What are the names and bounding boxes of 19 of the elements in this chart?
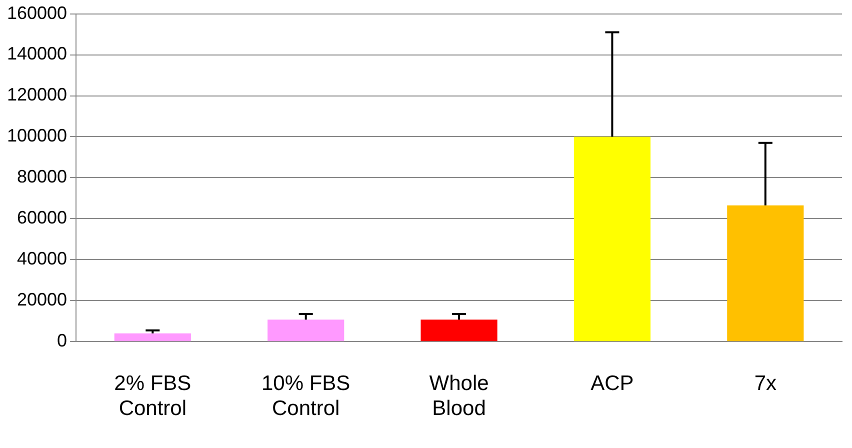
y-tick-label: 40000 [17, 248, 68, 269]
bar [574, 136, 651, 342]
x-tick-label: 10% FBS Control [261, 372, 350, 420]
x-tick-label: ACP [590, 372, 634, 395]
bar [420, 320, 498, 342]
x-tick-label: 2% FBS Control [114, 372, 192, 420]
y-tick-label: 140000 [6, 44, 68, 64]
y-tick-label: 120000 [6, 84, 68, 105]
y-tick-label: 0 [57, 330, 68, 351]
y-tick-label: 160000 [6, 2, 68, 23]
x-tick-label: 7x [754, 372, 777, 395]
y-tick-label: 20000 [17, 290, 68, 310]
y-tick-label: 60000 [17, 208, 68, 228]
bar [268, 320, 344, 342]
bar [727, 205, 804, 342]
y-tick-label: 80000 [17, 166, 68, 187]
y-tick-label: 100000 [6, 126, 68, 146]
bar [114, 333, 191, 342]
x-tick-label: Whole Blood [429, 372, 489, 420]
